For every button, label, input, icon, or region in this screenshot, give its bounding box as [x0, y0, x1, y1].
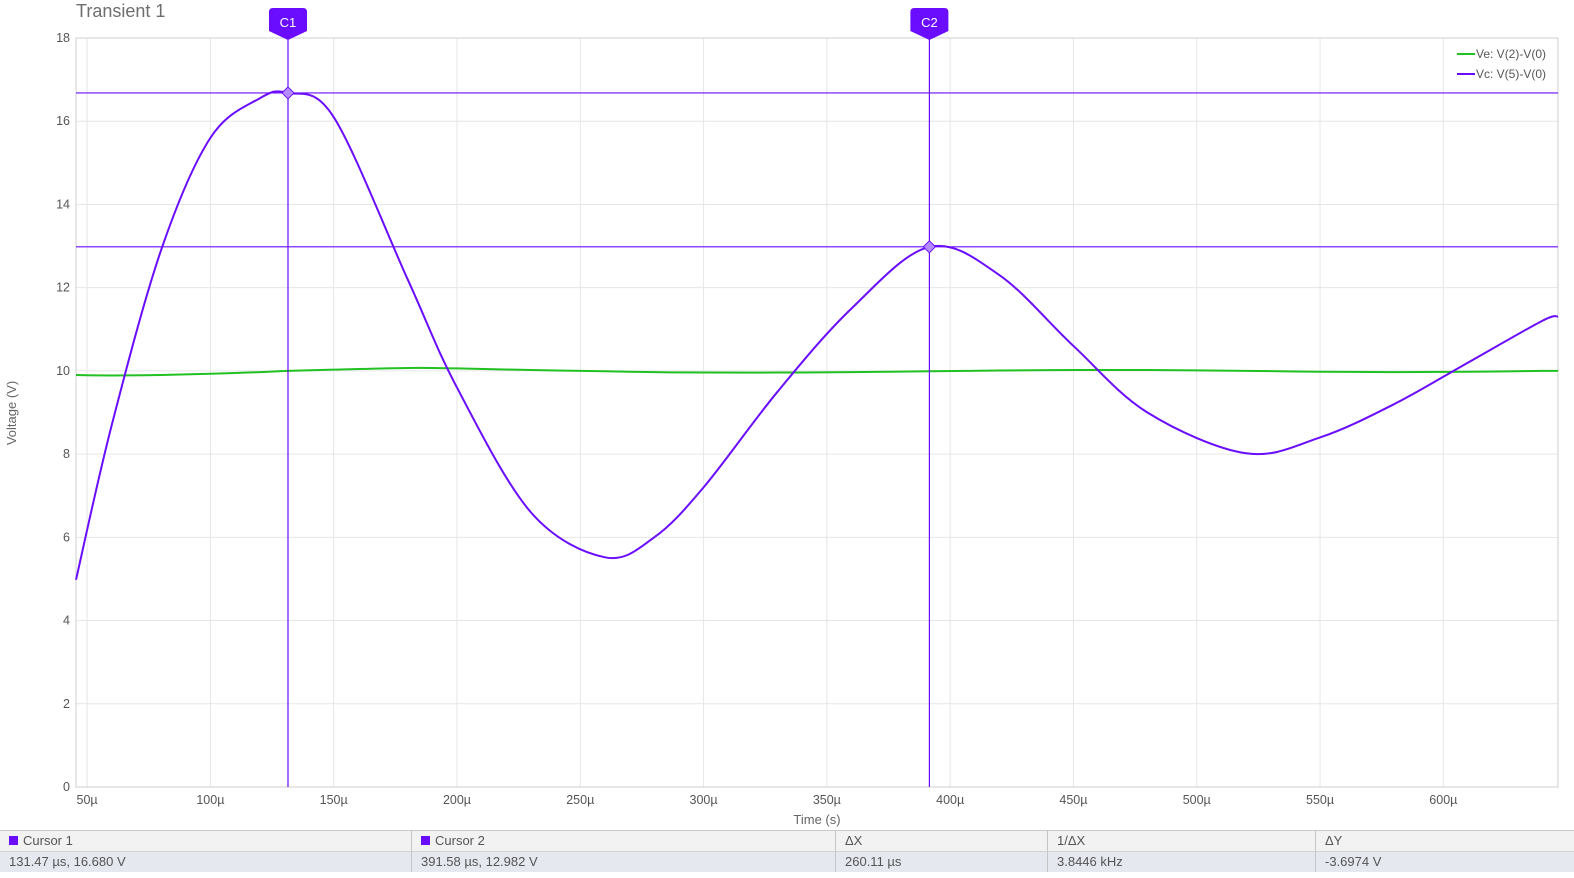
cursor-table-header: Cursor 1 Cursor 2 ΔX 1/ΔX ΔY — [0, 831, 1574, 851]
cursor1-handle[interactable] — [268, 8, 307, 40]
legend: Ve: V(2)-V(0) Vc: V(5)-V(0) — [1457, 47, 1546, 81]
y-tick-label: 0 — [63, 780, 70, 794]
y-axis-label: Voltage (V) — [4, 381, 19, 445]
series-line-vc — [75, 90, 1559, 581]
cursor1-header: Cursor 1 — [0, 831, 412, 851]
series-line-ve — [75, 366, 1559, 377]
cursor-table-values: 131.47 µs, 16.680 V 391.58 µs, 12.982 V … — [0, 851, 1574, 872]
x-tick-label: 550µ — [1306, 793, 1334, 807]
y-tick-label: 2 — [63, 697, 70, 711]
y-tick-label: 14 — [56, 197, 70, 211]
cursor1-marker[interactable] — [281, 86, 295, 100]
legend-entry: Vc: V(5)-V(0) — [1476, 67, 1546, 81]
y-tick-label: 16 — [56, 114, 70, 128]
x-tick-label: 100µ — [196, 793, 224, 807]
chart-title: Transient 1 — [76, 1, 165, 21]
cursor1-value: 131.47 µs, 16.680 V — [0, 852, 412, 872]
cursors[interactable]: C1 C2 — [76, 8, 1558, 787]
cursor1-handle-label: C1 — [280, 15, 297, 30]
y-tick-label: 10 — [56, 364, 70, 378]
inv-dx-header: 1/ΔX — [1048, 831, 1316, 851]
cursor2-handle[interactable] — [910, 8, 949, 40]
y-tick-label: 6 — [63, 530, 70, 544]
cursor-table: Cursor 1 Cursor 2 ΔX 1/ΔX ΔY 131.47 µs, … — [0, 830, 1574, 872]
dx-header: ΔX — [836, 831, 1048, 851]
x-tick-label: 500µ — [1183, 793, 1211, 807]
x-tick-label: 250µ — [566, 793, 594, 807]
cursor2-handle-label: C2 — [921, 15, 938, 30]
x-tick-label: 350µ — [813, 793, 841, 807]
cursor2-marker[interactable] — [922, 240, 937, 254]
grid — [75, 37, 1559, 788]
x-tick-label: 400µ — [936, 793, 964, 807]
y-tick-label: 8 — [63, 447, 70, 461]
x-tick-label: 50µ — [77, 793, 98, 807]
chart: Transient 1 0 2 4 6 8 10 12 14 16 18 50µ 100µ 150µ 20… — [4, 1, 1559, 827]
y-tick-label: 18 — [56, 31, 70, 45]
inv-dx-value: 3.8446 kHz — [1048, 852, 1316, 872]
x-tick-label: 300µ — [690, 793, 718, 807]
cursor2-swatch — [421, 836, 430, 845]
cursor2-value: 391.58 µs, 12.982 V — [412, 852, 836, 872]
dy-value: -3.6974 V — [1325, 854, 1382, 869]
cursor2-header: Cursor 2 — [412, 831, 836, 851]
plot-frame — [75, 37, 1559, 788]
legend-entry: Ve: V(2)-V(0) — [1476, 47, 1546, 61]
cursor2-header-label: Cursor 2 — [435, 833, 485, 848]
x-tick-label: 200µ — [443, 793, 471, 807]
tick-labels: 0 2 4 6 8 10 12 14 16 18 50µ 100µ 150µ 200µ 250µ 300µ 35… — [56, 31, 1457, 807]
y-tick-label: 4 — [63, 614, 70, 628]
y-tick-label: 12 — [56, 281, 70, 295]
series — [75, 90, 1559, 581]
x-tick-label: 600µ — [1429, 793, 1457, 807]
x-axis-label: Time (s) — [793, 812, 840, 827]
dx-value: 260.11 µs — [836, 852, 1048, 872]
cursor1-header-label: Cursor 1 — [23, 833, 73, 848]
x-tick-label: 450µ — [1059, 793, 1087, 807]
x-tick-label: 150µ — [320, 793, 348, 807]
dy-header: ΔY — [1325, 833, 1343, 848]
cursor1-swatch — [9, 836, 18, 845]
